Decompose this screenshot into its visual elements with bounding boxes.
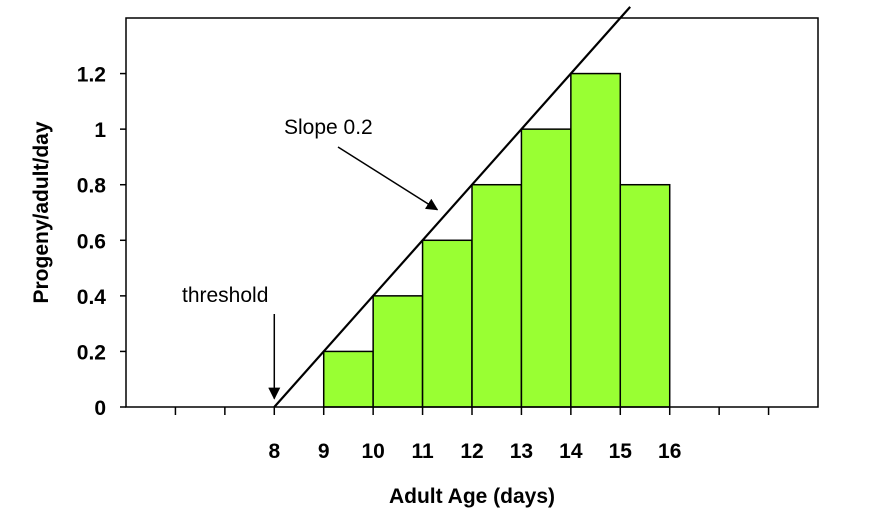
bar-4 — [520, 128, 572, 408]
x-axis-label: Adult Age (days) — [389, 485, 555, 508]
ticks — [120, 72, 770, 415]
slope-annotation: Slope 0.2 — [284, 116, 373, 139]
slope-arrow — [337, 146, 439, 211]
y-tick-label-5: 1 — [94, 119, 106, 142]
y-tick-label-0: 0 — [94, 397, 106, 420]
slope-line — [273, 6, 631, 408]
y-tick-label-3: 0.6 — [77, 230, 106, 253]
x-tick-label-0: 8 — [268, 440, 280, 463]
bar-0 — [322, 350, 374, 408]
bar-3 — [471, 183, 523, 408]
x-tick-label-1: 9 — [318, 440, 330, 463]
bar-6 — [619, 183, 671, 408]
x-tick-label-4: 12 — [460, 440, 483, 463]
bar-2 — [421, 239, 473, 408]
x-tick-label-7: 15 — [609, 440, 633, 463]
bar-1 — [372, 295, 424, 408]
y-tick-label-4: 0.8 — [77, 175, 107, 198]
y-axis-label: Progeny/adult/day — [30, 121, 53, 303]
y-tick-label-1: 0.2 — [77, 341, 106, 364]
y-tick-label-2: 0.4 — [77, 286, 107, 309]
x-tick-label-8: 16 — [658, 440, 681, 463]
bar-5 — [570, 72, 622, 408]
x-tick-label-6: 14 — [559, 440, 583, 463]
x-tick-label-2: 10 — [361, 440, 384, 463]
x-tick-label-3: 11 — [411, 440, 434, 463]
x-tick-label-5: 13 — [510, 440, 533, 463]
y-tick-label-6: 1.2 — [77, 64, 106, 87]
threshold-annotation: threshold — [182, 284, 268, 307]
bars — [322, 72, 671, 408]
tick-labels: 0 0.2 0.4 0.6 0.8 1 1.2 8 9 10 11 12 13 14 15 16 — [77, 64, 682, 463]
